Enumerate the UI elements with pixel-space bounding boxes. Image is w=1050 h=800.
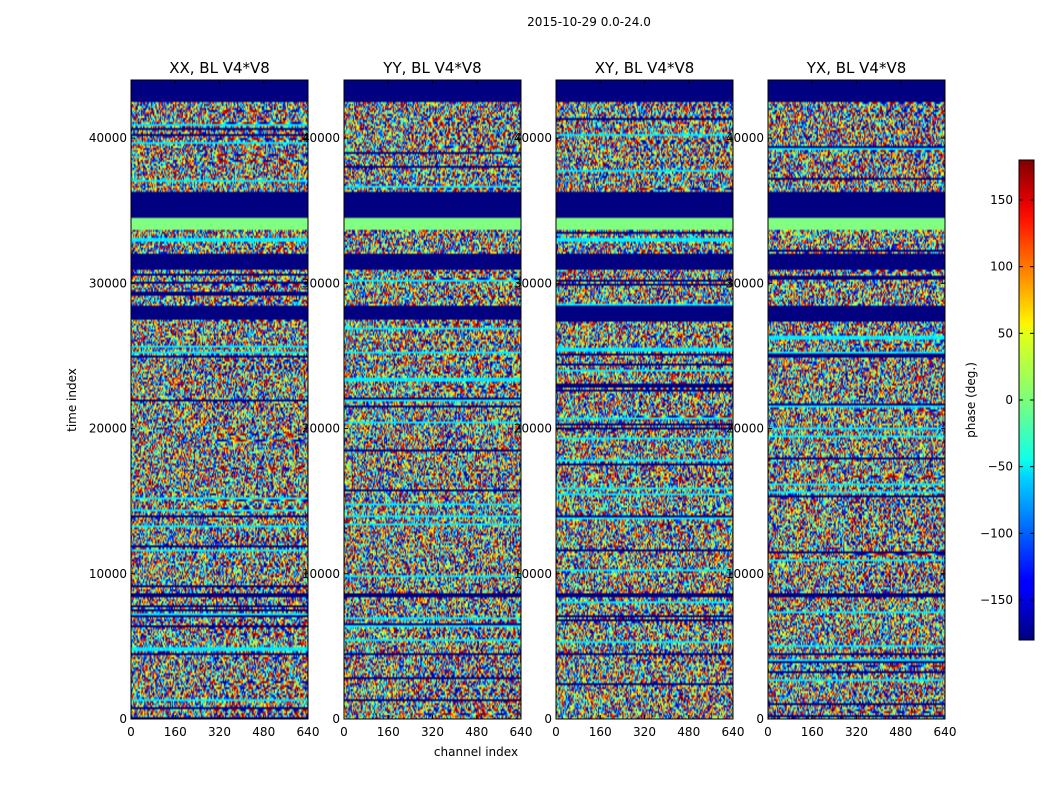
y-tick-label: 0 [756, 712, 764, 726]
x-tick-label: 320 [845, 725, 868, 739]
y-tick-label: 40000 [302, 131, 340, 145]
y-tick-label: 40000 [726, 131, 764, 145]
panel-title: YY, BL V4*V8 [382, 59, 481, 77]
x-axis-label: channel index [434, 745, 518, 759]
y-tick-label: 30000 [302, 276, 340, 290]
panel-title: XY, BL V4*V8 [595, 59, 695, 77]
x-tick-label: 160 [801, 725, 824, 739]
y-tick-label: 0 [332, 712, 340, 726]
colorbar-tick-label: 50 [998, 326, 1013, 340]
x-tick-label: 640 [934, 725, 957, 739]
y-tick-label: 20000 [726, 422, 764, 436]
panel-2: YY, BL V4*V8 0 160 320 480 640 0 10000 20000 3000… [302, 59, 533, 739]
colorbar-tick-label: 0 [1005, 393, 1013, 407]
panel-heatmap [131, 80, 308, 719]
x-tick-label: 160 [589, 725, 612, 739]
y-tick-label: 20000 [302, 422, 340, 436]
y-axis-label: time index [65, 368, 79, 432]
y-tick-label: 10000 [89, 567, 127, 581]
figure-suptitle: 2015-10-29 0.0-24.0 [527, 15, 651, 29]
y-tick-label: 30000 [514, 276, 552, 290]
y-tick-label: 10000 [726, 567, 764, 581]
colorbar-label: phase (deg.) [964, 362, 978, 438]
colorbar-tick-label: 100 [990, 260, 1013, 274]
colorbar-tick-label: 150 [990, 193, 1013, 207]
x-tick-label: 480 [252, 725, 275, 739]
panels: XX, BL V4*V8 0 160 320 480 640 0 10000 20000 3000… [89, 59, 957, 739]
x-tick-label: 480 [889, 725, 912, 739]
y-tick-label: 20000 [89, 422, 127, 436]
x-tick-label: 640 [510, 725, 533, 739]
x-tick-label: 480 [465, 725, 488, 739]
x-tick-label: 320 [421, 725, 444, 739]
x-tick-label: 0 [552, 725, 560, 739]
panel-title: YX, BL V4*V8 [806, 59, 907, 77]
y-tick-label: 40000 [89, 131, 127, 145]
x-tick-label: 480 [677, 725, 700, 739]
panel-heatmap [344, 80, 521, 719]
x-tick-label: 0 [764, 725, 772, 739]
x-tick-label: 0 [340, 725, 348, 739]
panel-title: XX, BL V4*V8 [169, 59, 270, 77]
colorbar-tick-label: −100 [980, 526, 1013, 540]
y-tick-label: 0 [544, 712, 552, 726]
panel-heatmap [556, 80, 733, 719]
panel-1: XX, BL V4*V8 0 160 320 480 640 0 10000 20000 3000… [89, 59, 320, 739]
x-tick-label: 640 [297, 725, 320, 739]
panel-heatmap [768, 80, 945, 719]
y-tick-label: 30000 [89, 276, 127, 290]
x-tick-label: 320 [208, 725, 231, 739]
y-tick-label: 10000 [514, 567, 552, 581]
y-tick-label: 0 [119, 712, 127, 726]
panel-4: YX, BL V4*V8 0 160 320 480 640 0 10000 20000 3000… [726, 59, 957, 739]
x-tick-label: 0 [127, 725, 135, 739]
y-tick-label: 10000 [302, 567, 340, 581]
x-tick-label: 160 [377, 725, 400, 739]
x-tick-label: 320 [633, 725, 656, 739]
colorbar: 150 100 50 0 −50 −100 −150 [980, 159, 1035, 641]
colorbar-tick-label: −150 [980, 593, 1013, 607]
panel-3: XY, BL V4*V8 0 160 320 480 640 0 10000 20000 3000… [514, 59, 745, 739]
x-tick-label: 160 [164, 725, 187, 739]
y-tick-label: 30000 [726, 276, 764, 290]
y-tick-label: 40000 [514, 131, 552, 145]
x-tick-label: 640 [722, 725, 745, 739]
colorbar-tick-label: −50 [988, 460, 1013, 474]
y-tick-label: 20000 [514, 422, 552, 436]
